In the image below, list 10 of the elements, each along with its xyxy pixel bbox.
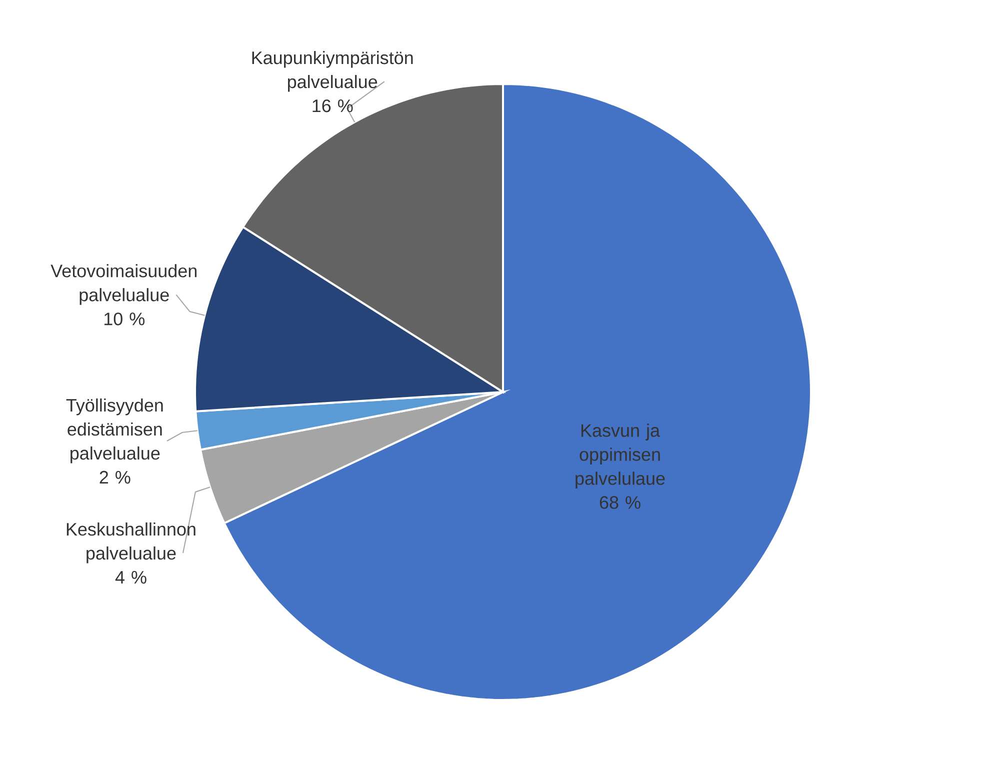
slice-label: Vetovoimaisuuden palvelualue (50, 264, 196, 305)
data-label: 2 % (100, 470, 130, 484)
slice-label: Kasvun ja oppimisen palvelulaue (576, 424, 665, 488)
data-label: 16 % (312, 99, 353, 112)
slice-label: Kaupunkiympäristön palvelualue (252, 50, 413, 92)
slice-label: Keskushallinnon palvelualue (66, 522, 196, 564)
data-label: 4 % (115, 571, 146, 584)
data-label: 10 % (104, 312, 144, 326)
data-label: 68 % (600, 496, 640, 509)
slice-label: Työllisyyden edistämisen palvelualue (66, 398, 163, 464)
